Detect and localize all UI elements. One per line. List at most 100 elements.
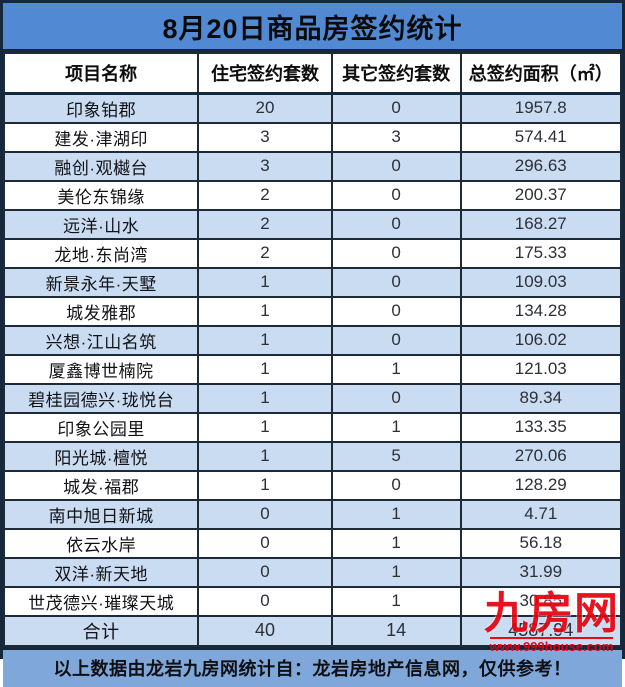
value-cell: 0 bbox=[197, 585, 333, 617]
value-cell: 1 bbox=[330, 585, 462, 617]
value-cell: 134.28 bbox=[459, 295, 623, 327]
table-row: 厦鑫博世楠院 1 1 121.03 bbox=[2, 353, 623, 385]
value-cell: 1 bbox=[197, 324, 333, 356]
table-row: 双洋·新天地 0 1 31.99 bbox=[2, 556, 623, 588]
value-cell: 133.35 bbox=[459, 411, 623, 443]
value-cell: 0 bbox=[330, 208, 462, 240]
stats-table: 项目名称 住宅签约套数 其它签约套数 总签约面积（㎡） 印象铂郡 20 0 1957.… bbox=[2, 52, 623, 647]
value-cell: 1 bbox=[197, 469, 333, 501]
value-cell: 20 bbox=[197, 92, 333, 124]
table-header: 项目名称 住宅签约套数 其它签约套数 总签约面积（㎡） bbox=[2, 52, 623, 95]
value-cell: 56.18 bbox=[459, 527, 623, 559]
table-row: 建发·津湖印 3 3 574.41 bbox=[2, 121, 623, 153]
project-name-cell: 融创·观樾台 bbox=[2, 150, 200, 182]
value-cell: 89.34 bbox=[459, 382, 623, 414]
value-cell: 0 bbox=[197, 556, 333, 588]
value-cell: 1 bbox=[330, 498, 462, 530]
table-row: 融创·观樾台 3 0 296.63 bbox=[2, 150, 623, 182]
project-name-cell: 依云水岸 bbox=[2, 527, 200, 559]
table-row: 兴想·江山名筑 1 0 106.02 bbox=[2, 324, 623, 356]
value-cell: 30.85 bbox=[459, 585, 623, 617]
value-cell: 121.03 bbox=[459, 353, 623, 385]
project-name-cell: 厦鑫博世楠院 bbox=[2, 353, 200, 385]
value-cell: 2 bbox=[197, 208, 333, 240]
value-cell: 1 bbox=[330, 411, 462, 443]
table-row: 印象公园里 1 1 133.35 bbox=[2, 411, 623, 443]
col-header-project-name: 项目名称 bbox=[2, 52, 200, 95]
value-cell: 1 bbox=[197, 266, 333, 298]
value-cell: 0 bbox=[330, 382, 462, 414]
header-row: 项目名称 住宅签约套数 其它签约套数 总签约面积（㎡） bbox=[2, 52, 623, 95]
footer-note: 以上数据由龙岩九房网统计自：龙岩房地产信息网，仅供参考！ bbox=[3, 646, 622, 687]
value-cell: 5 bbox=[330, 440, 462, 472]
table-row: 远洋·山水 2 0 168.27 bbox=[2, 208, 623, 240]
value-cell: 1 bbox=[330, 353, 462, 385]
total-row: 合计 40 14 4587.94 bbox=[2, 614, 623, 647]
table-row: 碧桂园德兴·珑悦台 1 0 89.34 bbox=[2, 382, 623, 414]
value-cell: 0 bbox=[330, 179, 462, 211]
col-header-total-area: 总签约面积（㎡） bbox=[459, 52, 623, 95]
value-cell: 1957.8 bbox=[459, 92, 623, 124]
project-name-cell: 远洋·山水 bbox=[2, 208, 200, 240]
value-cell: 3 bbox=[197, 150, 333, 182]
value-cell: 200.37 bbox=[459, 179, 623, 211]
value-cell: 0 bbox=[330, 469, 462, 501]
value-cell: 0 bbox=[330, 324, 462, 356]
value-cell: 1 bbox=[197, 295, 333, 327]
project-name-cell: 南中旭日新城 bbox=[2, 498, 200, 530]
value-cell: 14 bbox=[330, 614, 462, 647]
value-cell: 109.03 bbox=[459, 266, 623, 298]
project-name-cell: 龙地·东尚湾 bbox=[2, 237, 200, 269]
value-cell: 1 bbox=[197, 440, 333, 472]
page-title: 8月20日商品房签约统计 bbox=[3, 3, 622, 52]
project-name-cell: 碧桂园德兴·珑悦台 bbox=[2, 382, 200, 414]
value-cell: 40 bbox=[197, 614, 333, 647]
project-name-cell: 合计 bbox=[2, 614, 200, 647]
project-name-cell: 新景永年·天墅 bbox=[2, 266, 200, 298]
table-row: 南中旭日新城 0 1 4.71 bbox=[2, 498, 623, 530]
project-name-cell: 建发·津湖印 bbox=[2, 121, 200, 153]
table-row: 世茂德兴·璀璨天城 0 1 30.85 bbox=[2, 585, 623, 617]
value-cell: 3 bbox=[197, 121, 333, 153]
project-name-cell: 世茂德兴·璀璨天城 bbox=[2, 585, 200, 617]
table-body: 印象铂郡 20 0 1957.8 建发·津湖印 3 3 574.41 融创·观樾台 3 0 296.6… bbox=[2, 92, 623, 647]
value-cell: 0 bbox=[330, 92, 462, 124]
table-row: 阳光城·檀悦 1 5 270.06 bbox=[2, 440, 623, 472]
value-cell: 31.99 bbox=[459, 556, 623, 588]
table-row: 印象铂郡 20 0 1957.8 bbox=[2, 92, 623, 124]
value-cell: 0 bbox=[330, 266, 462, 298]
value-cell: 1 bbox=[330, 556, 462, 588]
table-row: 龙地·东尚湾 2 0 175.33 bbox=[2, 237, 623, 269]
table-row: 美伦东锦缘 2 0 200.37 bbox=[2, 179, 623, 211]
value-cell: 168.27 bbox=[459, 208, 623, 240]
stats-table-container: 项目名称 住宅签约套数 其它签约套数 总签约面积（㎡） 印象铂郡 20 0 1957.… bbox=[2, 52, 623, 647]
value-cell: 0 bbox=[330, 150, 462, 182]
value-cell: 0 bbox=[197, 498, 333, 530]
table-row: 依云水岸 0 1 56.18 bbox=[2, 527, 623, 559]
value-cell: 4587.94 bbox=[459, 614, 623, 647]
value-cell: 0 bbox=[330, 237, 462, 269]
value-cell: 128.29 bbox=[459, 469, 623, 501]
value-cell: 0 bbox=[197, 527, 333, 559]
table-row: 新景永年·天墅 1 0 109.03 bbox=[2, 266, 623, 298]
table-row: 城发雅郡 1 0 134.28 bbox=[2, 295, 623, 327]
project-name-cell: 城发雅郡 bbox=[2, 295, 200, 327]
value-cell: 175.33 bbox=[459, 237, 623, 269]
project-name-cell: 城发·福郡 bbox=[2, 469, 200, 501]
project-name-cell: 双洋·新天地 bbox=[2, 556, 200, 588]
value-cell: 270.06 bbox=[459, 440, 623, 472]
project-name-cell: 兴想·江山名筑 bbox=[2, 324, 200, 356]
value-cell: 1 bbox=[197, 382, 333, 414]
value-cell: 574.41 bbox=[459, 121, 623, 153]
value-cell: 106.02 bbox=[459, 324, 623, 356]
value-cell: 0 bbox=[330, 295, 462, 327]
value-cell: 4.71 bbox=[459, 498, 623, 530]
value-cell: 1 bbox=[197, 411, 333, 443]
value-cell: 1 bbox=[197, 353, 333, 385]
project-name-cell: 美伦东锦缘 bbox=[2, 179, 200, 211]
project-name-cell: 印象公园里 bbox=[2, 411, 200, 443]
project-name-cell: 印象铂郡 bbox=[2, 92, 200, 124]
project-name-cell: 阳光城·檀悦 bbox=[2, 440, 200, 472]
value-cell: 2 bbox=[197, 237, 333, 269]
